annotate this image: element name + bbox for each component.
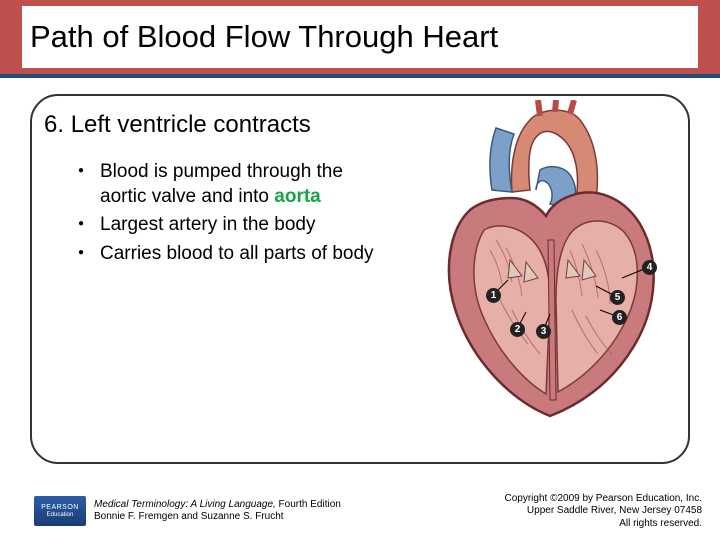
footer-book: Medical Terminology: A Living Language, … <box>94 499 341 524</box>
copyright-line-1: Copyright ©2009 by Pearson Education, In… <box>505 493 703 506</box>
step-number: 6. <box>44 111 64 138</box>
bullet-text: Largest artery in the body <box>100 214 315 235</box>
title-bar: Path of Blood Flow Through Heart <box>0 0 720 78</box>
footer: PEARSON Education Medical Terminology: A… <box>0 493 720 531</box>
logo-line-2: Education <box>47 512 74 519</box>
heart-diagram: 1 2 3 4 5 6 <box>400 100 688 430</box>
list-item: Largest artery in the body <box>78 213 374 238</box>
list-item: Carries blood to all parts of body <box>78 242 374 267</box>
bullet-keyword: aorta <box>274 186 320 207</box>
list-item: Blood is pumped through the aortic valve… <box>78 160 374 209</box>
logo-line-1: PEARSON <box>41 504 79 512</box>
vena-cava <box>490 128 514 192</box>
diagram-label-2: 2 <box>510 322 525 337</box>
copyright-line-2: Upper Saddle River, New Jersey 07458 <box>505 505 703 518</box>
bullet-list: Blood is pumped through the aortic valve… <box>44 160 374 267</box>
bullet-text: Carries blood to all parts of body <box>100 243 374 264</box>
septum <box>548 240 556 400</box>
diagram-label-4: 4 <box>642 260 657 275</box>
copyright-line-3: All rights reserved. <box>505 518 703 531</box>
step-heading: 6. Left ventricle contracts <box>44 110 374 140</box>
page-title: Path of Blood Flow Through Heart <box>30 19 498 55</box>
book-authors: Bonnie F. Fremgen and Suzanne S. Frucht <box>94 511 284 522</box>
title-inner: Path of Blood Flow Through Heart <box>22 6 698 68</box>
book-title: Medical Terminology: A Living Language, <box>94 499 276 510</box>
diagram-label-5: 5 <box>610 290 625 305</box>
body-text: 6. Left ventricle contracts Blood is pum… <box>44 110 374 271</box>
diagram-label-3: 3 <box>536 324 551 339</box>
footer-left: PEARSON Education Medical Terminology: A… <box>34 496 341 526</box>
book-edition: Fourth Edition <box>276 499 341 510</box>
pearson-logo: PEARSON Education <box>34 496 86 526</box>
footer-copyright: Copyright ©2009 by Pearson Education, In… <box>505 493 703 531</box>
diagram-label-1: 1 <box>486 288 501 303</box>
step-text: Left ventricle contracts <box>71 111 311 138</box>
diagram-label-6: 6 <box>612 310 627 325</box>
